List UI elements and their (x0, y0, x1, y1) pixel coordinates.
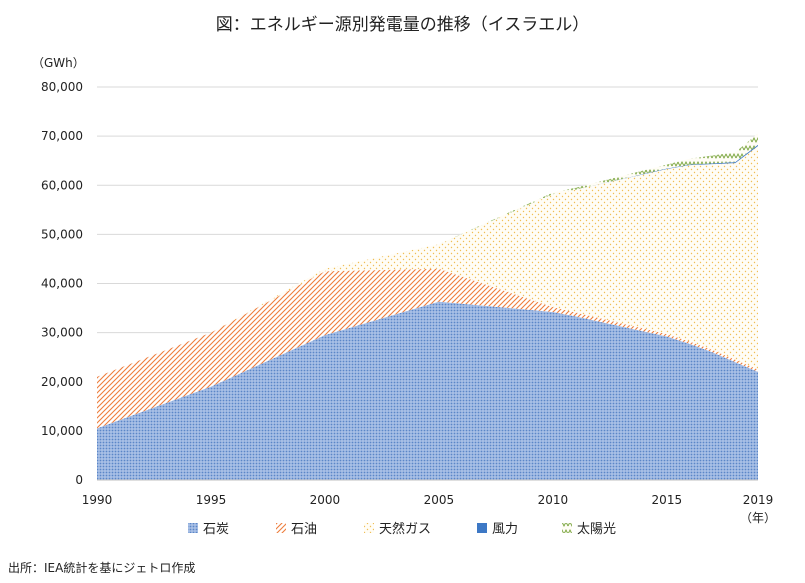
legend-swatch (188, 523, 198, 533)
area-series-0 (97, 301, 758, 480)
y-axis-label: （GWh） (32, 56, 85, 70)
legend-swatch (562, 523, 572, 533)
x-tick-label: 1995 (196, 493, 227, 507)
y-tick-label: 10,000 (41, 424, 83, 438)
chart-svg: 0 10,000 20,000 30,000 40,000 50,000 60,000 70,… (32, 56, 776, 537)
legend-swatch (276, 523, 286, 533)
x-tick-label: 2005 (424, 493, 455, 507)
legend-label: 天然ガス (379, 521, 431, 537)
y-tick-label: 0 (75, 473, 83, 487)
y-tick-label: 60,000 (41, 178, 83, 192)
area-layer (97, 133, 758, 480)
y-tick-label: 20,000 (41, 375, 83, 389)
y-tick-label: 70,000 (41, 129, 83, 143)
x-tick-label: 2015 (652, 493, 683, 507)
legend-label: 風力 (492, 522, 518, 537)
area-series-1 (97, 268, 758, 429)
y-tick-label: 50,000 (41, 227, 83, 241)
x-tick-label: 1990 (82, 493, 113, 507)
y-tick-label: 30,000 (41, 326, 83, 340)
x-axis-label: （年） (740, 511, 776, 525)
x-tick-label: 2019 (743, 493, 774, 507)
legend-layer: 石炭 石油 天然ガス 風力 太陽光 (188, 521, 616, 537)
area-series-2 (97, 145, 758, 377)
legend-label: 石油 (291, 522, 317, 537)
y-tick-label: 80,000 (41, 80, 83, 94)
legend-label: 石炭 (203, 522, 229, 537)
chart-title: 図：エネルギー源別発電量の推移（イスラエル） (215, 15, 590, 35)
axis-layer: 0 10,000 20,000 30,000 40,000 50,000 60,000 70,… (32, 56, 776, 525)
legend-swatch (364, 523, 374, 533)
source-note: 出所：IEA統計を基にジェトロ作成 (8, 561, 196, 575)
legend-swatch (477, 523, 487, 533)
x-tick-label: 2000 (310, 493, 341, 507)
x-tick-label: 2010 (538, 493, 569, 507)
legend-label: 太陽光 (577, 522, 616, 537)
y-tick-label: 40,000 (41, 277, 83, 291)
